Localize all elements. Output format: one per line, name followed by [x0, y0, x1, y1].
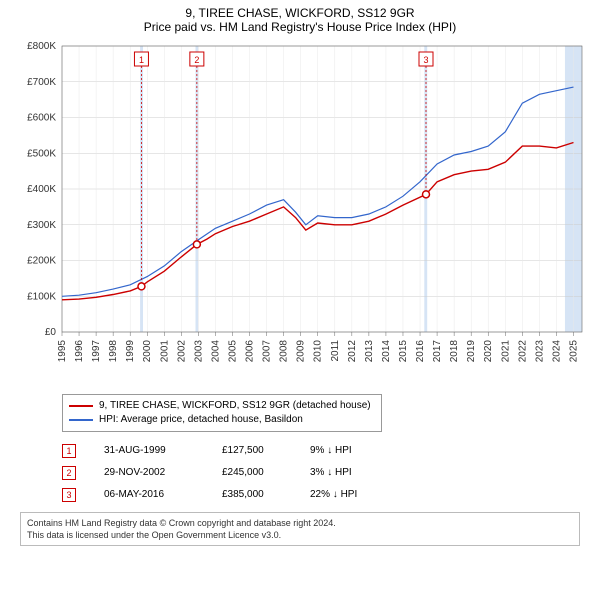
sale-diff: 3% ↓ HPI	[310, 462, 352, 484]
y-tick-label: £200K	[27, 256, 56, 267]
x-tick-label: 2020	[483, 340, 494, 363]
sale-row-marker: 2	[62, 466, 76, 480]
sale-row: 3 06-MAY-2016 £385,000 22% ↓ HPI	[62, 484, 580, 506]
x-tick-label: 1999	[125, 340, 136, 363]
x-tick-label: 1995	[57, 340, 68, 363]
x-tick-label: 2000	[142, 340, 153, 363]
x-tick-label: 2012	[347, 340, 358, 363]
y-tick-label: £700K	[27, 77, 56, 88]
y-tick-label: £500K	[27, 148, 56, 159]
y-tick-label: £800K	[27, 41, 56, 52]
x-tick-label: 2023	[534, 340, 545, 363]
y-tick-label: £0	[45, 327, 57, 338]
x-tick-label: 2021	[500, 340, 511, 363]
x-tick-label: 2015	[398, 340, 409, 363]
x-tick-label: 2022	[517, 340, 528, 363]
sale-marker-number: 3	[423, 55, 428, 65]
legend: 9, TIREE CHASE, WICKFORD, SS12 9GR (deta…	[62, 394, 382, 432]
y-tick-label: £600K	[27, 113, 56, 124]
sale-row-marker: 1	[62, 444, 76, 458]
sale-price: £127,500	[222, 440, 282, 462]
sale-marker-dot	[193, 241, 200, 248]
x-tick-label: 2007	[262, 340, 273, 363]
sale-price: £385,000	[222, 484, 282, 506]
x-tick-label: 2014	[381, 340, 392, 363]
y-tick-label: £100K	[27, 291, 56, 302]
sale-date: 06-MAY-2016	[104, 484, 194, 506]
sales-table: 1 31-AUG-1999 £127,500 9% ↓ HPI 2 29-NOV-2002…	[62, 440, 580, 506]
sale-diff: 9% ↓ HPI	[310, 440, 352, 462]
sale-row: 1 31-AUG-1999 £127,500 9% ↓ HPI	[62, 440, 580, 462]
x-tick-label: 2004	[210, 340, 221, 363]
y-tick-label: £300K	[27, 220, 56, 231]
x-tick-label: 2003	[193, 340, 204, 363]
x-tick-label: 2013	[364, 340, 375, 363]
sale-marker-dot	[138, 283, 145, 290]
legend-row: HPI: Average price, detached house, Basi…	[69, 413, 375, 427]
legend-row: 9, TIREE CHASE, WICKFORD, SS12 9GR (deta…	[69, 399, 375, 413]
x-tick-label: 2017	[432, 340, 443, 363]
sale-marker-number: 2	[194, 55, 199, 65]
legend-label: HPI: Average price, detached house, Basi…	[99, 413, 303, 427]
sale-date: 31-AUG-1999	[104, 440, 194, 462]
y-tick-label: £400K	[27, 184, 56, 195]
sale-diff: 22% ↓ HPI	[310, 484, 357, 506]
x-tick-label: 2024	[551, 340, 562, 363]
sale-row: 2 29-NOV-2002 £245,000 3% ↓ HPI	[62, 462, 580, 484]
sale-marker-dot	[423, 191, 430, 198]
footer-line1: Contains HM Land Registry data © Crown c…	[27, 517, 573, 529]
x-tick-label: 2008	[279, 340, 290, 363]
sale-date: 29-NOV-2002	[104, 462, 194, 484]
legend-label: 9, TIREE CHASE, WICKFORD, SS12 9GR (deta…	[99, 399, 371, 413]
price-chart: £0 £100K £200K £300K £400K £500K £600K £700K £80…	[10, 38, 590, 388]
legend-swatch	[69, 405, 93, 407]
sale-price: £245,000	[222, 462, 282, 484]
x-tick-label: 2002	[176, 340, 187, 363]
x-tick-label: 2005	[227, 340, 238, 363]
legend-swatch	[69, 419, 93, 421]
x-tick-label: 2025	[568, 340, 579, 363]
sale-marker-number: 1	[139, 55, 144, 65]
sale-row-marker: 3	[62, 488, 76, 502]
x-tick-label: 2009	[296, 340, 307, 363]
x-tick-label: 2011	[330, 340, 341, 362]
x-tick-label: 1996	[74, 340, 85, 363]
x-tick-label: 2019	[466, 340, 477, 363]
page-title: 9, TIREE CHASE, WICKFORD, SS12 9GR	[10, 6, 590, 20]
x-tick-label: 2006	[245, 340, 256, 363]
x-tick-label: 2010	[313, 340, 324, 363]
x-tick-label: 2001	[159, 340, 170, 363]
subtitle: Price paid vs. HM Land Registry's House …	[10, 20, 590, 34]
x-tick-label: 1998	[108, 340, 119, 363]
x-tick-label: 2016	[415, 340, 426, 363]
x-tick-label: 1997	[91, 340, 102, 363]
attribution-footer: Contains HM Land Registry data © Crown c…	[20, 512, 580, 546]
x-tick-label: 2018	[449, 340, 460, 363]
footer-line2: This data is licensed under the Open Gov…	[27, 529, 573, 541]
